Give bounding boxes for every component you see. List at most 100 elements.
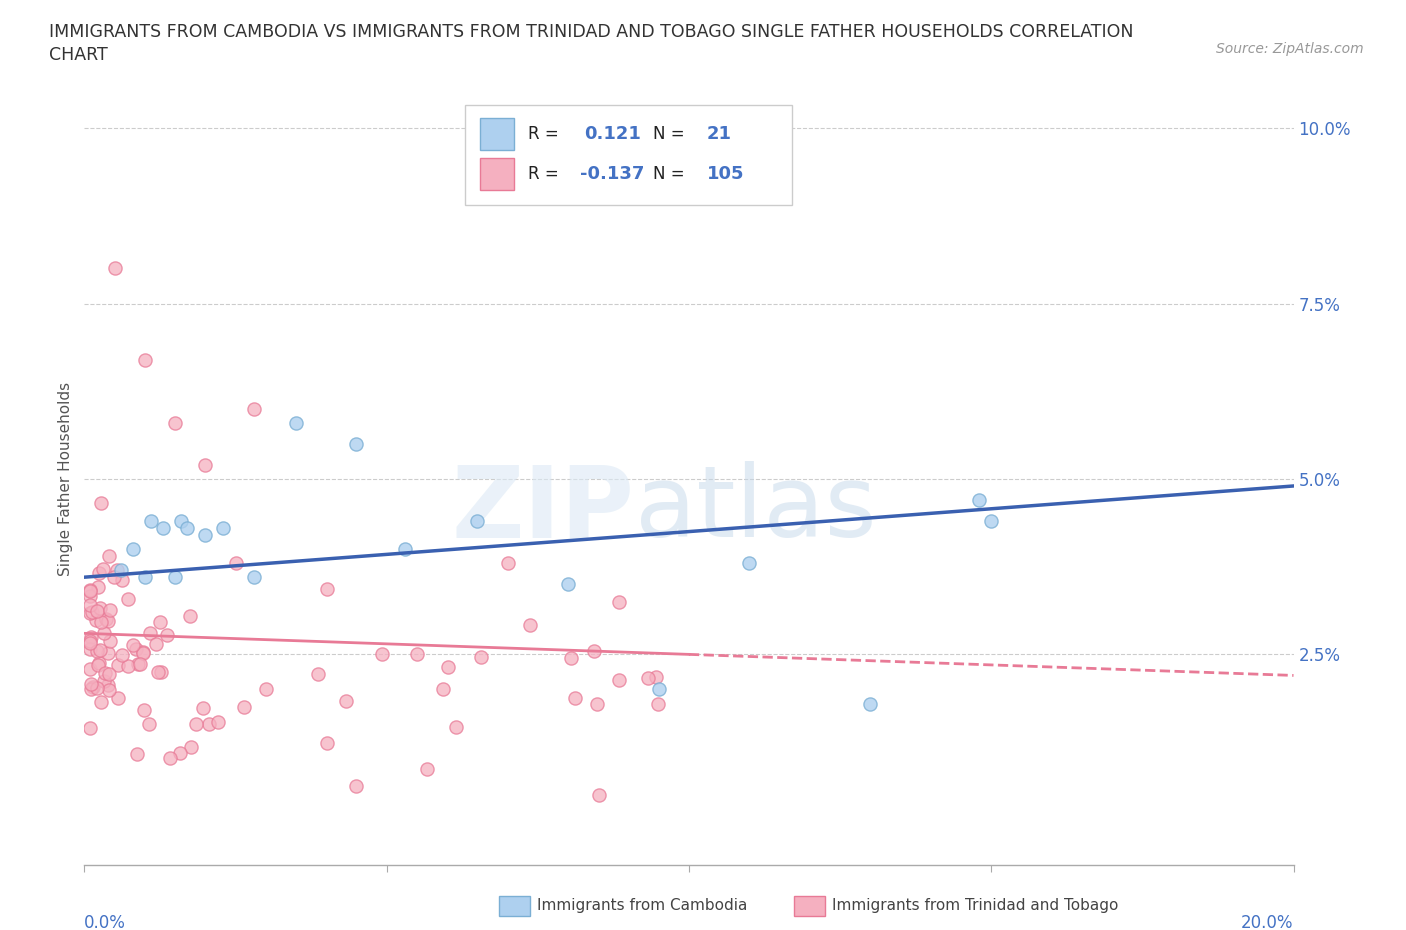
Point — [564, 690, 586, 705]
Point — [207, 714, 229, 729]
Point — [79, 598, 101, 613]
Point — [139, 625, 162, 640]
Point — [122, 638, 145, 653]
Point — [104, 261, 127, 276]
Point — [967, 493, 990, 508]
Point — [121, 541, 143, 556]
Point — [110, 563, 132, 578]
Point — [79, 636, 101, 651]
Point — [242, 402, 264, 417]
Point — [103, 569, 125, 584]
Point — [738, 556, 761, 571]
Point — [609, 672, 631, 687]
Point — [346, 778, 368, 793]
Point — [152, 521, 174, 536]
Point — [859, 696, 882, 711]
Point — [97, 614, 120, 629]
Point — [80, 682, 103, 697]
Point — [212, 521, 235, 536]
Point — [560, 651, 582, 666]
Point — [645, 670, 668, 684]
Point — [980, 513, 1002, 528]
Point — [233, 699, 256, 714]
Point — [90, 615, 112, 630]
Point — [170, 513, 193, 528]
Point — [79, 605, 101, 620]
Point — [98, 549, 121, 564]
Point — [87, 579, 110, 594]
Point — [107, 690, 129, 705]
Y-axis label: Single Father Households: Single Father Households — [58, 382, 73, 576]
Text: atlas: atlas — [634, 461, 876, 558]
Point — [242, 570, 264, 585]
Point — [80, 630, 103, 644]
Point — [150, 664, 173, 679]
Point — [346, 436, 368, 451]
Point — [97, 667, 120, 682]
Point — [98, 683, 121, 698]
Point — [86, 644, 108, 658]
Point — [87, 658, 110, 673]
Point — [79, 583, 101, 598]
Point — [125, 746, 148, 761]
Point — [90, 496, 112, 511]
Point — [254, 682, 277, 697]
Point — [406, 647, 429, 662]
Point — [111, 647, 134, 662]
Point — [588, 788, 610, 803]
Point — [607, 595, 630, 610]
Point — [107, 658, 129, 672]
Point — [128, 657, 150, 671]
FancyBboxPatch shape — [479, 158, 513, 191]
Point — [79, 721, 101, 736]
Point — [97, 645, 120, 660]
Point — [307, 666, 329, 681]
Point — [198, 717, 221, 732]
Point — [82, 680, 104, 695]
Point — [90, 694, 112, 709]
Point — [146, 665, 169, 680]
Point — [316, 582, 339, 597]
Point — [131, 644, 153, 659]
Point — [132, 646, 155, 661]
Point — [444, 720, 467, 735]
Text: 105: 105 — [707, 165, 745, 183]
Point — [79, 642, 101, 657]
Point — [371, 646, 394, 661]
Point — [134, 570, 156, 585]
Point — [98, 603, 121, 618]
Point — [156, 627, 179, 642]
Point — [86, 604, 108, 618]
Point — [159, 751, 181, 765]
Point — [648, 682, 671, 697]
Point — [437, 659, 460, 674]
Text: IMMIGRANTS FROM CAMBODIA VS IMMIGRANTS FROM TRINIDAD AND TOBAGO SINGLE FATHER HO: IMMIGRANTS FROM CAMBODIA VS IMMIGRANTS F… — [49, 23, 1133, 41]
Point — [470, 650, 492, 665]
Point — [134, 352, 156, 367]
Point — [93, 673, 115, 688]
Text: 20.0%: 20.0% — [1241, 914, 1294, 930]
Point — [285, 416, 308, 431]
Point — [138, 716, 160, 731]
Point — [89, 600, 111, 615]
Point — [145, 636, 167, 651]
Point — [165, 416, 187, 431]
Point — [79, 662, 101, 677]
Point — [86, 681, 108, 696]
Point — [169, 745, 191, 760]
Point — [416, 762, 439, 777]
Point — [394, 541, 416, 556]
Point — [79, 583, 101, 598]
Text: N =: N = — [652, 125, 685, 143]
Point — [519, 618, 541, 632]
Point — [117, 658, 139, 673]
Point — [582, 643, 605, 658]
Point — [194, 527, 217, 542]
Point — [139, 513, 162, 528]
Text: ZIP: ZIP — [451, 461, 634, 558]
Text: R =: R = — [529, 165, 558, 183]
Point — [127, 657, 149, 671]
Text: Immigrants from Cambodia: Immigrants from Cambodia — [537, 898, 748, 913]
Point — [82, 605, 104, 620]
Point — [165, 570, 187, 585]
